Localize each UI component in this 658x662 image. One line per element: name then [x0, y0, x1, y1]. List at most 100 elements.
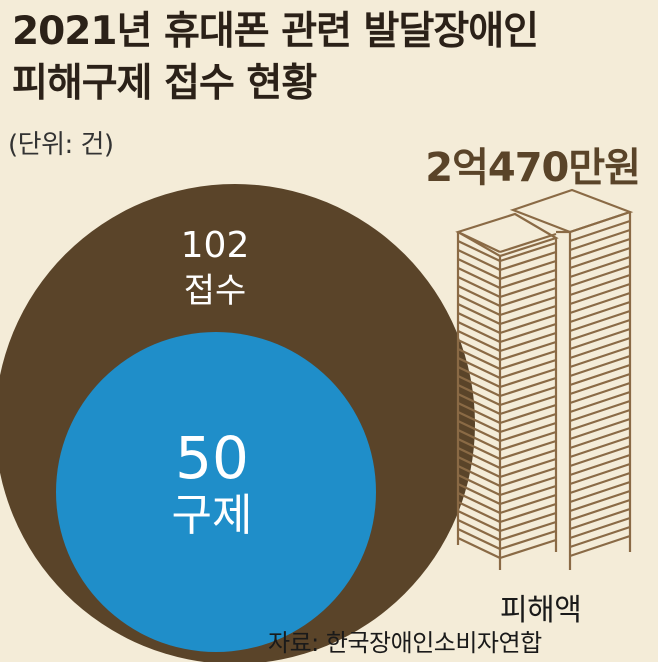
left-tower-line [499, 484, 557, 506]
left-tower-line [457, 402, 501, 424]
right-tower-line [569, 291, 631, 315]
right-tower-line [569, 282, 631, 306]
left-tower-line [457, 501, 501, 523]
right-tower-line [569, 246, 631, 270]
left-tower-line [499, 295, 557, 317]
right-tower-line [569, 255, 631, 279]
left-tower-line [499, 340, 557, 362]
left-tower-line [457, 348, 501, 370]
title-line-2: 피해구제 접수 현황 [12, 61, 317, 106]
left-tower-line [499, 286, 557, 308]
left-tower-line [457, 258, 501, 280]
left-tower-line [457, 249, 501, 271]
right-tower-line [569, 534, 631, 558]
right-tower-line [569, 435, 631, 459]
source-label: 자료: 한국장애인소비자연합 [268, 629, 542, 657]
left-tower-line [499, 457, 557, 479]
right-tower-line [569, 381, 631, 405]
right-tower-line [569, 264, 631, 288]
right-tower-line [569, 372, 631, 396]
right-tower-line [569, 498, 631, 522]
right-tower-line [569, 345, 631, 369]
left-tower-line [499, 385, 557, 407]
left-tower-line [457, 537, 501, 559]
left-tower-line [499, 511, 557, 533]
left-tower-line [499, 241, 557, 263]
left-tower-line [499, 250, 557, 272]
right-tower-line [569, 417, 631, 441]
right-tower-line [569, 516, 631, 540]
left-tower-line [457, 429, 501, 451]
right-tower-line [569, 300, 631, 324]
right-tower-line [569, 318, 631, 342]
right-tower-line [569, 309, 631, 333]
left-tower-line [457, 447, 501, 469]
left-tower-line [457, 267, 501, 289]
title-line-1: 2021년 휴대폰 관련 발달장애인 [12, 9, 539, 54]
left-tower-line [499, 529, 557, 551]
right-tower-line [569, 219, 631, 243]
left-tower-line [499, 331, 557, 353]
left-tower-line [499, 493, 557, 515]
right-tower-line [569, 210, 631, 234]
left-tower-line [457, 375, 501, 397]
received-value: 102 [181, 225, 250, 266]
left-tower-line [457, 231, 501, 253]
left-tower-line [499, 502, 557, 524]
left-tower-line [457, 528, 501, 550]
left-tower-line [499, 232, 557, 254]
right-tower-line [569, 507, 631, 531]
left-tower-line [499, 421, 557, 443]
left-tower-line [499, 322, 557, 344]
right-tower-line [569, 408, 631, 432]
left-tower-line [499, 367, 557, 389]
left-tower-line [457, 294, 501, 316]
left-tower-line [457, 519, 501, 541]
building-icon [455, 188, 634, 570]
right-tower-line [569, 363, 631, 387]
left-tower-line [457, 240, 501, 262]
left-tower-line [499, 259, 557, 281]
left-tower-line [457, 510, 501, 532]
left-tower-line [499, 520, 557, 542]
left-tower-line [499, 358, 557, 380]
unit-label: (단위: 건) [8, 130, 114, 160]
left-tower-line [457, 321, 501, 343]
left-tower-line [457, 276, 501, 298]
right-tower-line [569, 399, 631, 423]
right-tower-line [569, 237, 631, 261]
left-tower-line [499, 475, 557, 497]
right-tower-line [569, 327, 631, 351]
left-tower-line [499, 268, 557, 290]
damage-label: 피해액 [500, 593, 582, 628]
right-tower-line [569, 444, 631, 468]
left-tower-line [457, 465, 501, 487]
left-tower-line [499, 538, 557, 560]
right-tower-line [569, 471, 631, 495]
relief-label: 구제 [172, 490, 253, 541]
right-tower-line [569, 525, 631, 549]
left-tower-line [457, 492, 501, 514]
received-label: 접수 [184, 271, 247, 311]
left-tower-line [499, 313, 557, 335]
right-tower-line [569, 390, 631, 414]
left-tower-line [457, 411, 501, 433]
left-tower-line [499, 304, 557, 326]
left-tower-line [457, 366, 501, 388]
left-tower-line [457, 483, 501, 505]
left-tower-line [499, 394, 557, 416]
left-tower-line [457, 438, 501, 460]
left-tower-line [499, 448, 557, 470]
right-tower-line [569, 453, 631, 477]
left-tower-line [457, 384, 501, 406]
damage-amount: 2억470만원 [425, 145, 641, 191]
left-tower-line [457, 330, 501, 352]
left-tower-line [499, 277, 557, 299]
right-tower-line [569, 228, 631, 252]
left-tower-line [457, 420, 501, 442]
left-tower-line [457, 393, 501, 415]
right-tower-line [569, 336, 631, 360]
left-tower-line [457, 474, 501, 496]
relief-circle [56, 332, 376, 652]
